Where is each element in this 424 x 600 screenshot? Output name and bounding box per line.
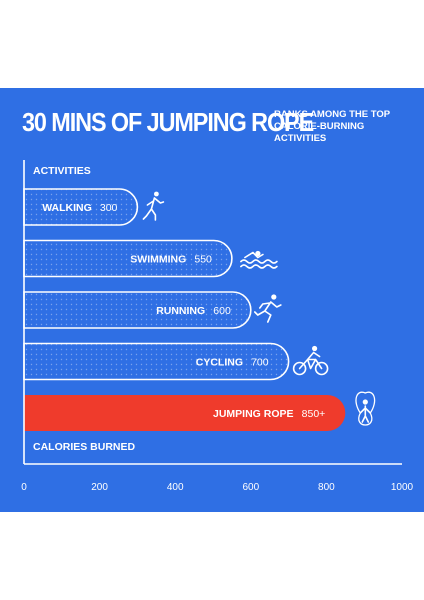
- x-axis-label: CALORIES BURNED: [33, 441, 136, 453]
- bar-category-label: RUNNING: [156, 305, 205, 317]
- bar-shape: [23, 291, 252, 329]
- bar-value-label: 550: [194, 254, 212, 266]
- y-axis-label: ACTIVITIES: [33, 165, 91, 177]
- chart-axes: 0 200 400 600 800 1000: [21, 160, 414, 493]
- bar-chart: 300 WALKING 550 SWIMMING 600 RUNNING 700 CYCLIN…: [21, 160, 414, 493]
- subtitle-line: RANKS AMONG THE TOP: [274, 109, 391, 120]
- bar-category-label: WALKING: [42, 202, 92, 214]
- bar-shape: [23, 188, 139, 226]
- swimmer-icon: [240, 250, 278, 269]
- jump-rope-icon: [355, 391, 376, 426]
- bar-shape: [24, 395, 346, 431]
- bar-walking: 300 WALKING: [23, 188, 139, 226]
- cyclist-icon: [292, 345, 329, 376]
- x-tick-label: 600: [242, 482, 259, 493]
- subtitle: RANKS AMONG THE TOP CALORIE-BURNING ACTI…: [274, 109, 414, 145]
- bar-jumping-rope: 850+ JUMPING ROPE: [24, 395, 346, 431]
- subtitle-line: CALORIE-BURNING: [274, 121, 365, 132]
- bar-value-label: 300: [100, 202, 118, 214]
- x-tick-label: 200: [91, 482, 108, 493]
- bar-value-label: 600: [213, 305, 231, 317]
- walking-person-icon: [142, 191, 165, 221]
- subtitle-line: ACTIVITIES: [274, 133, 327, 144]
- bar-cycling: 700 CYCLING: [23, 342, 290, 381]
- x-tick-label: 0: [21, 482, 27, 493]
- x-tick-label: 1000: [391, 482, 414, 493]
- bar-value-label: 700: [251, 357, 269, 369]
- page-title: 30 MINS OF JUMPING ROPE: [22, 107, 314, 137]
- runner-icon: [253, 294, 282, 323]
- bar-shape: [23, 342, 290, 381]
- x-tick-label: 400: [167, 482, 184, 493]
- x-tick-label: 800: [318, 482, 335, 493]
- bar-shape: [23, 239, 233, 278]
- bar-category-label: SWIMMING: [130, 254, 186, 266]
- bar-category-label: CYCLING: [196, 357, 243, 369]
- bar-running: 600 RUNNING: [23, 291, 252, 329]
- infographic-panel: 30 MINS OF JUMPING ROPE RANKS AMONG THE …: [0, 88, 424, 512]
- bar-category-label: JUMPING ROPE: [213, 408, 294, 420]
- bar-swimming: 550 SWIMMING: [23, 239, 233, 278]
- bar-value-label: 850+: [302, 408, 326, 420]
